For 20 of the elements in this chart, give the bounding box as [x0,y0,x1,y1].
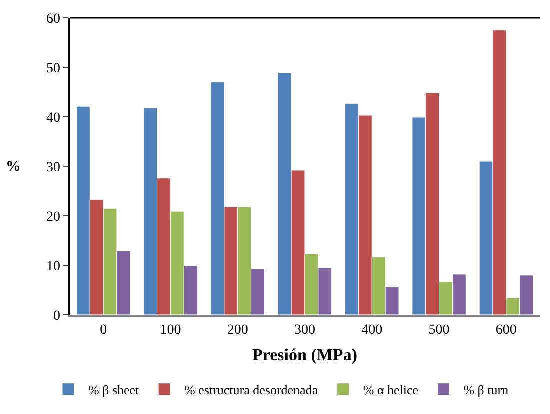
y-tick-label: 50 [46,61,60,76]
legend-label: % α helice [363,382,419,398]
x-tick-label: 400 [362,322,383,338]
y-tick-label: 20 [46,210,60,225]
legend-label: % β sheet [88,382,140,398]
x-axis-title: Presión (MPa) [252,346,358,365]
y-tick-label: 10 [46,259,60,274]
legend-label: % estructura desordenada [184,382,318,398]
y-tick-label: 40 [46,110,60,126]
x-tick-label: 200 [227,322,248,338]
y-tick-label: 30 [46,160,60,176]
y-axis-title: % [6,159,21,175]
x-tick-label: 100 [160,322,182,338]
x-tick-label: 600 [496,322,517,338]
y-tick-label: 60 [46,12,60,27]
x-tick-label: 0 [100,322,108,338]
legend-label: % β turn [464,382,510,398]
x-tick-label: 500 [428,322,450,338]
x-tick-label: 300 [294,322,316,338]
y-tick-label: 0 [53,308,60,324]
